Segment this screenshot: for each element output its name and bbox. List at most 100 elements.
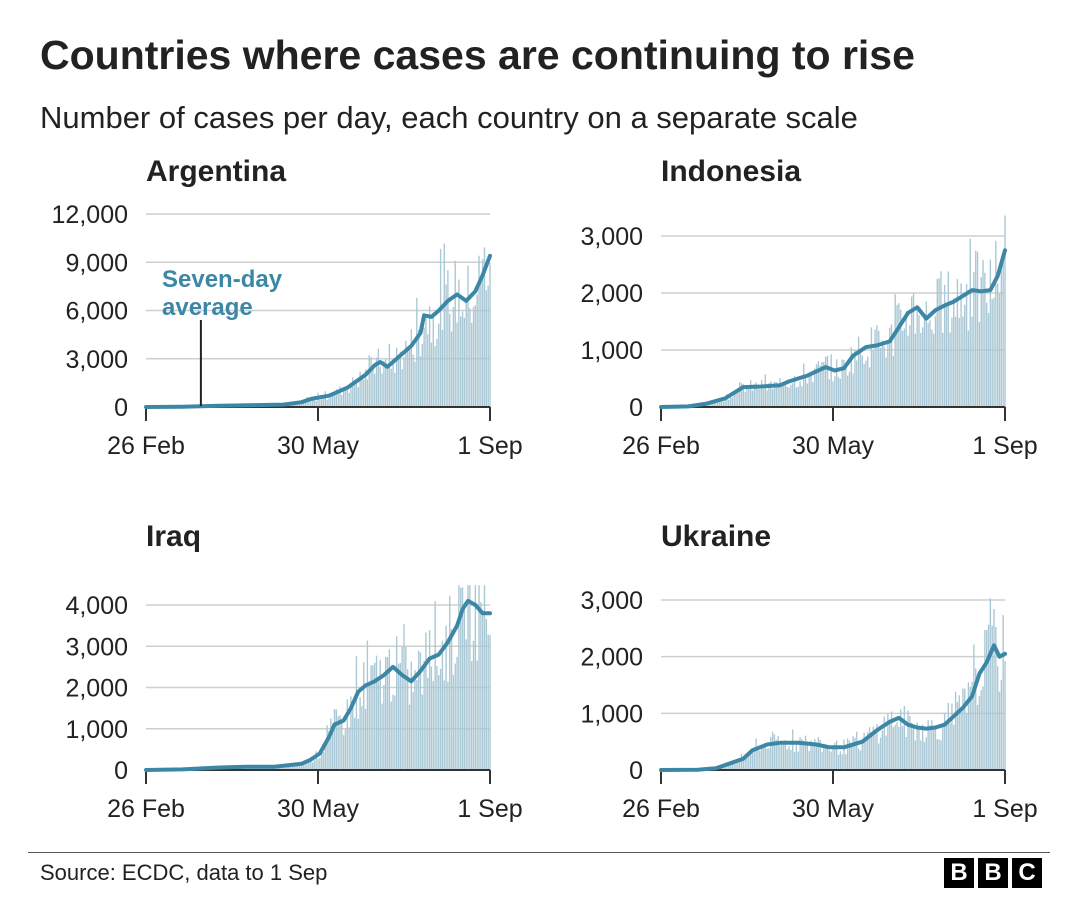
daily-bar	[901, 726, 904, 770]
daily-bar	[782, 741, 785, 770]
daily-bar	[965, 284, 968, 407]
daily-bar	[438, 675, 440, 770]
daily-bar	[353, 717, 356, 770]
daily-bar	[394, 372, 396, 407]
daily-bar	[386, 657, 389, 770]
daily-bar	[746, 386, 748, 407]
daily-bar	[386, 364, 389, 407]
x-tick-label: 26 Feb	[107, 432, 185, 460]
daily-bar	[416, 680, 418, 770]
daily-bar	[394, 695, 396, 770]
daily-bar	[753, 384, 756, 407]
daily-bar	[324, 391, 327, 407]
daily-bar	[795, 387, 798, 407]
daily-bar	[385, 656, 387, 770]
daily-bar	[432, 316, 434, 407]
daily-bar	[348, 392, 350, 407]
daily-bar	[341, 395, 343, 407]
daily-bar	[487, 634, 489, 770]
daily-bar	[920, 332, 922, 407]
daily-bar	[929, 725, 931, 770]
daily-bar	[478, 255, 480, 407]
daily-bar	[777, 736, 779, 770]
daily-bar	[901, 330, 904, 407]
daily-bar	[812, 742, 814, 770]
daily-bar	[764, 747, 766, 770]
x-tick-label: 30 May	[277, 795, 359, 823]
daily-bar	[850, 745, 852, 770]
daily-bar	[793, 751, 796, 770]
daily-bar	[806, 741, 809, 770]
daily-bar	[467, 265, 469, 407]
daily-bar	[938, 739, 940, 770]
daily-bar	[814, 739, 816, 770]
daily-bar	[867, 732, 869, 770]
daily-bar	[286, 766, 288, 770]
daily-bar	[733, 393, 735, 407]
daily-bar	[824, 744, 827, 770]
x-tick-label: 30 May	[792, 795, 874, 823]
daily-bar	[738, 758, 741, 770]
daily-bar	[353, 384, 356, 407]
daily-bar	[993, 297, 995, 407]
daily-bar	[713, 400, 715, 407]
daily-bar	[485, 618, 488, 770]
daily-bar	[936, 739, 938, 770]
logo-letter: C	[1012, 858, 1042, 888]
daily-bar	[434, 601, 436, 770]
daily-bar	[828, 750, 831, 770]
daily-bar	[304, 399, 306, 407]
daily-bar	[870, 734, 873, 770]
y-tick-label: 12,000	[52, 201, 128, 229]
daily-bar	[876, 724, 878, 770]
daily-bar	[757, 388, 759, 407]
daily-bar	[370, 357, 372, 407]
daily-bar	[458, 279, 460, 407]
daily-bar	[414, 670, 416, 770]
footer-divider	[28, 852, 1050, 853]
daily-bar	[916, 306, 918, 407]
daily-bar	[401, 369, 403, 407]
daily-bar	[308, 762, 310, 770]
daily-bar	[768, 383, 770, 407]
daily-bar	[821, 362, 823, 407]
daily-bar	[914, 333, 917, 407]
daily-bar	[934, 316, 937, 407]
daily-bar	[960, 711, 962, 770]
daily-bar	[463, 317, 466, 407]
daily-bar	[339, 715, 341, 770]
daily-bar	[751, 752, 754, 770]
daily-bar	[450, 331, 453, 407]
daily-bar	[419, 652, 422, 770]
daily-bar	[815, 745, 818, 770]
panel-title: Ukraine	[661, 520, 771, 553]
daily-bar	[478, 585, 480, 770]
panel-title: Argentina	[146, 155, 286, 188]
daily-bar	[366, 379, 369, 407]
daily-bar	[964, 304, 966, 407]
logo-letter: B	[944, 858, 974, 888]
daily-bar	[824, 356, 827, 407]
daily-bar	[297, 402, 299, 407]
daily-bar	[883, 716, 885, 770]
x-tick-label: 1 Sep	[457, 795, 522, 823]
daily-bar	[412, 354, 414, 407]
daily-bar	[859, 350, 862, 407]
daily-bar	[832, 745, 834, 770]
daily-bar	[839, 751, 842, 770]
daily-bar	[870, 327, 873, 407]
daily-bar	[943, 284, 946, 407]
daily-bar	[397, 663, 400, 770]
daily-bar	[406, 669, 409, 770]
daily-bar	[967, 682, 970, 770]
daily-bar	[309, 757, 312, 770]
daily-bar	[375, 357, 378, 407]
daily-bar	[962, 316, 964, 407]
daily-bar	[720, 397, 723, 407]
daily-bar	[735, 763, 737, 770]
daily-bar	[887, 341, 889, 407]
daily-bar	[416, 297, 418, 407]
daily-bar	[815, 364, 818, 407]
daily-bar	[903, 328, 906, 407]
daily-bar	[355, 656, 358, 770]
